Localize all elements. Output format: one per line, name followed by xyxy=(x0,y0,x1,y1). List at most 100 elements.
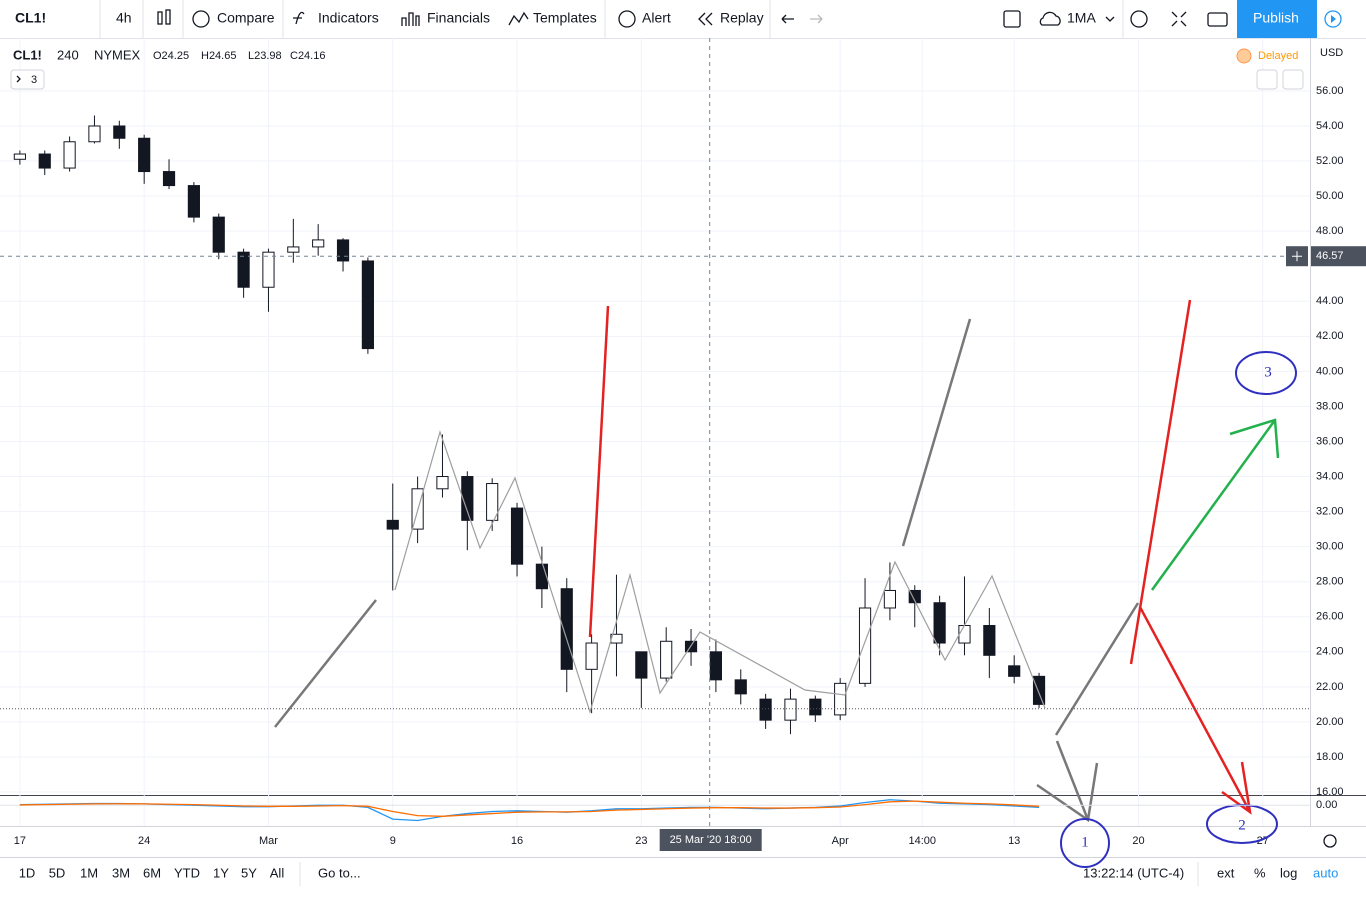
candle-body xyxy=(38,153,51,169)
toggle-chevron xyxy=(16,75,21,83)
range-button[interactable]: 1D xyxy=(19,865,36,880)
candle-body xyxy=(535,563,548,590)
candle-body xyxy=(635,651,648,679)
range-button[interactable]: 5Y xyxy=(241,865,257,880)
legend-symbol: CL1! xyxy=(13,47,42,62)
y-tick-label: 50.00 xyxy=(1316,190,1344,202)
crosshair-time-label: 25 Mar '20 18:00 xyxy=(670,834,752,846)
bottom-bar: 1D 5D 1M 3M 6M YTD 1Y 5Y All xyxy=(19,865,285,880)
toolbar xyxy=(0,0,1366,38)
templates-button[interactable]: Templates xyxy=(533,10,597,26)
y-tick-label: 30.00 xyxy=(1316,541,1344,553)
x-tick-label: 14:00 xyxy=(908,835,936,847)
reset-button[interactable] xyxy=(1282,69,1304,90)
percent-button[interactable]: % xyxy=(1254,865,1266,880)
cloud-icon[interactable] xyxy=(1039,11,1061,26)
replay-button[interactable]: Replay xyxy=(720,10,764,26)
y-tick-label: 44.00 xyxy=(1316,295,1344,307)
x-tick-label: 13 xyxy=(1008,835,1020,847)
candle-body xyxy=(908,589,921,604)
range-button[interactable]: 5D xyxy=(49,865,66,880)
layout-icon[interactable] xyxy=(1003,10,1021,28)
axis-settings-icon[interactable] xyxy=(1323,834,1337,848)
x-tick-label: 24 xyxy=(138,835,150,847)
candle-body xyxy=(734,679,747,695)
publish-button[interactable]: Publish xyxy=(1253,10,1299,26)
snapshot-icon[interactable] xyxy=(1207,12,1228,27)
interval-button[interactable]: 4h xyxy=(116,10,132,26)
layout-name[interactable]: 1MA xyxy=(1067,10,1096,26)
templates-icon[interactable] xyxy=(508,11,529,26)
range-button[interactable]: All xyxy=(270,865,285,880)
settings-icon[interactable] xyxy=(1130,10,1148,28)
candle-body xyxy=(510,507,524,565)
arrow xyxy=(1138,606,1252,815)
undo-icon[interactable] xyxy=(781,14,794,24)
alert-button[interactable]: Alert xyxy=(642,10,671,26)
candle-body xyxy=(461,476,474,521)
legend-interval: 240 xyxy=(57,47,79,62)
candle-body xyxy=(1008,665,1021,677)
x-tick-label: 23 xyxy=(635,835,647,847)
indicator-toggle[interactable] xyxy=(10,69,45,90)
trend-line xyxy=(901,318,972,547)
scroll-button[interactable] xyxy=(1256,69,1278,90)
indicators-icon[interactable] xyxy=(293,11,305,25)
log-button[interactable]: log xyxy=(1280,865,1297,880)
candle-body xyxy=(1032,675,1046,705)
candle-body xyxy=(162,171,176,187)
auto-button[interactable]: auto xyxy=(1313,865,1338,880)
range-button[interactable]: 1Y xyxy=(213,865,229,880)
publish-button-bg[interactable] xyxy=(1237,0,1317,38)
candle-body xyxy=(983,625,996,656)
indicator-count[interactable]: 3 xyxy=(31,74,37,86)
alert-icon[interactable] xyxy=(618,10,636,28)
y-tick-label: 22.00 xyxy=(1316,681,1344,693)
candle-body xyxy=(138,137,151,173)
x-tick-label: 9 xyxy=(390,835,396,847)
y-tick-label: 20.00 xyxy=(1316,716,1344,728)
range-button[interactable]: 6M xyxy=(143,865,161,880)
candle-body xyxy=(958,625,971,644)
range-button[interactable]: 3M xyxy=(112,865,130,880)
dropdown-icon[interactable] xyxy=(1105,16,1115,22)
symbol-button[interactable]: CL1! xyxy=(15,10,46,26)
compare-icon[interactable] xyxy=(192,10,210,28)
play-icon[interactable] xyxy=(1324,10,1342,28)
y-tick-label: 16.00 xyxy=(1316,786,1344,798)
ext-button[interactable]: ext xyxy=(1217,865,1235,880)
indicator-tick-label: 0.00 xyxy=(1316,799,1337,811)
financials-button[interactable]: Financials xyxy=(427,10,490,26)
crosshair-price-box xyxy=(1311,246,1366,267)
candle-body xyxy=(709,651,722,681)
goto-button[interactable]: Go to... xyxy=(318,865,361,880)
x-tick-label: 20 xyxy=(1132,835,1144,847)
replay-icon[interactable] xyxy=(698,12,713,26)
y-tick-label: 32.00 xyxy=(1316,505,1344,517)
redo-icon[interactable] xyxy=(810,14,823,24)
trend-line xyxy=(588,305,610,638)
candle-body xyxy=(858,607,872,684)
candle-body xyxy=(262,251,275,288)
indicators-button[interactable]: Indicators xyxy=(318,10,379,26)
grid: 56.00 54.00 52.00 50.00 48.00 44.00 42.00 40.00… xyxy=(0,38,1344,847)
candle-body xyxy=(287,246,300,253)
fullscreen-icon[interactable] xyxy=(1171,11,1187,27)
range-button[interactable]: YTD xyxy=(174,865,200,880)
candle-body xyxy=(933,602,946,644)
wave-label: 1 xyxy=(1081,834,1089,850)
compare-button[interactable]: Compare xyxy=(217,10,275,26)
candle-body xyxy=(784,698,797,721)
chart-style-icon[interactable] xyxy=(157,9,171,25)
crosshair-plus xyxy=(1292,251,1302,262)
candle-body xyxy=(660,640,673,679)
arrow xyxy=(1036,740,1099,823)
y-tick-label: 36.00 xyxy=(1316,435,1344,447)
range-button[interactable]: 1M xyxy=(80,865,98,880)
indicator-line xyxy=(19,800,1040,817)
x-tick-label: 17 xyxy=(14,835,26,847)
financials-icon[interactable] xyxy=(401,12,420,26)
y-tick-label: 26.00 xyxy=(1316,611,1344,623)
